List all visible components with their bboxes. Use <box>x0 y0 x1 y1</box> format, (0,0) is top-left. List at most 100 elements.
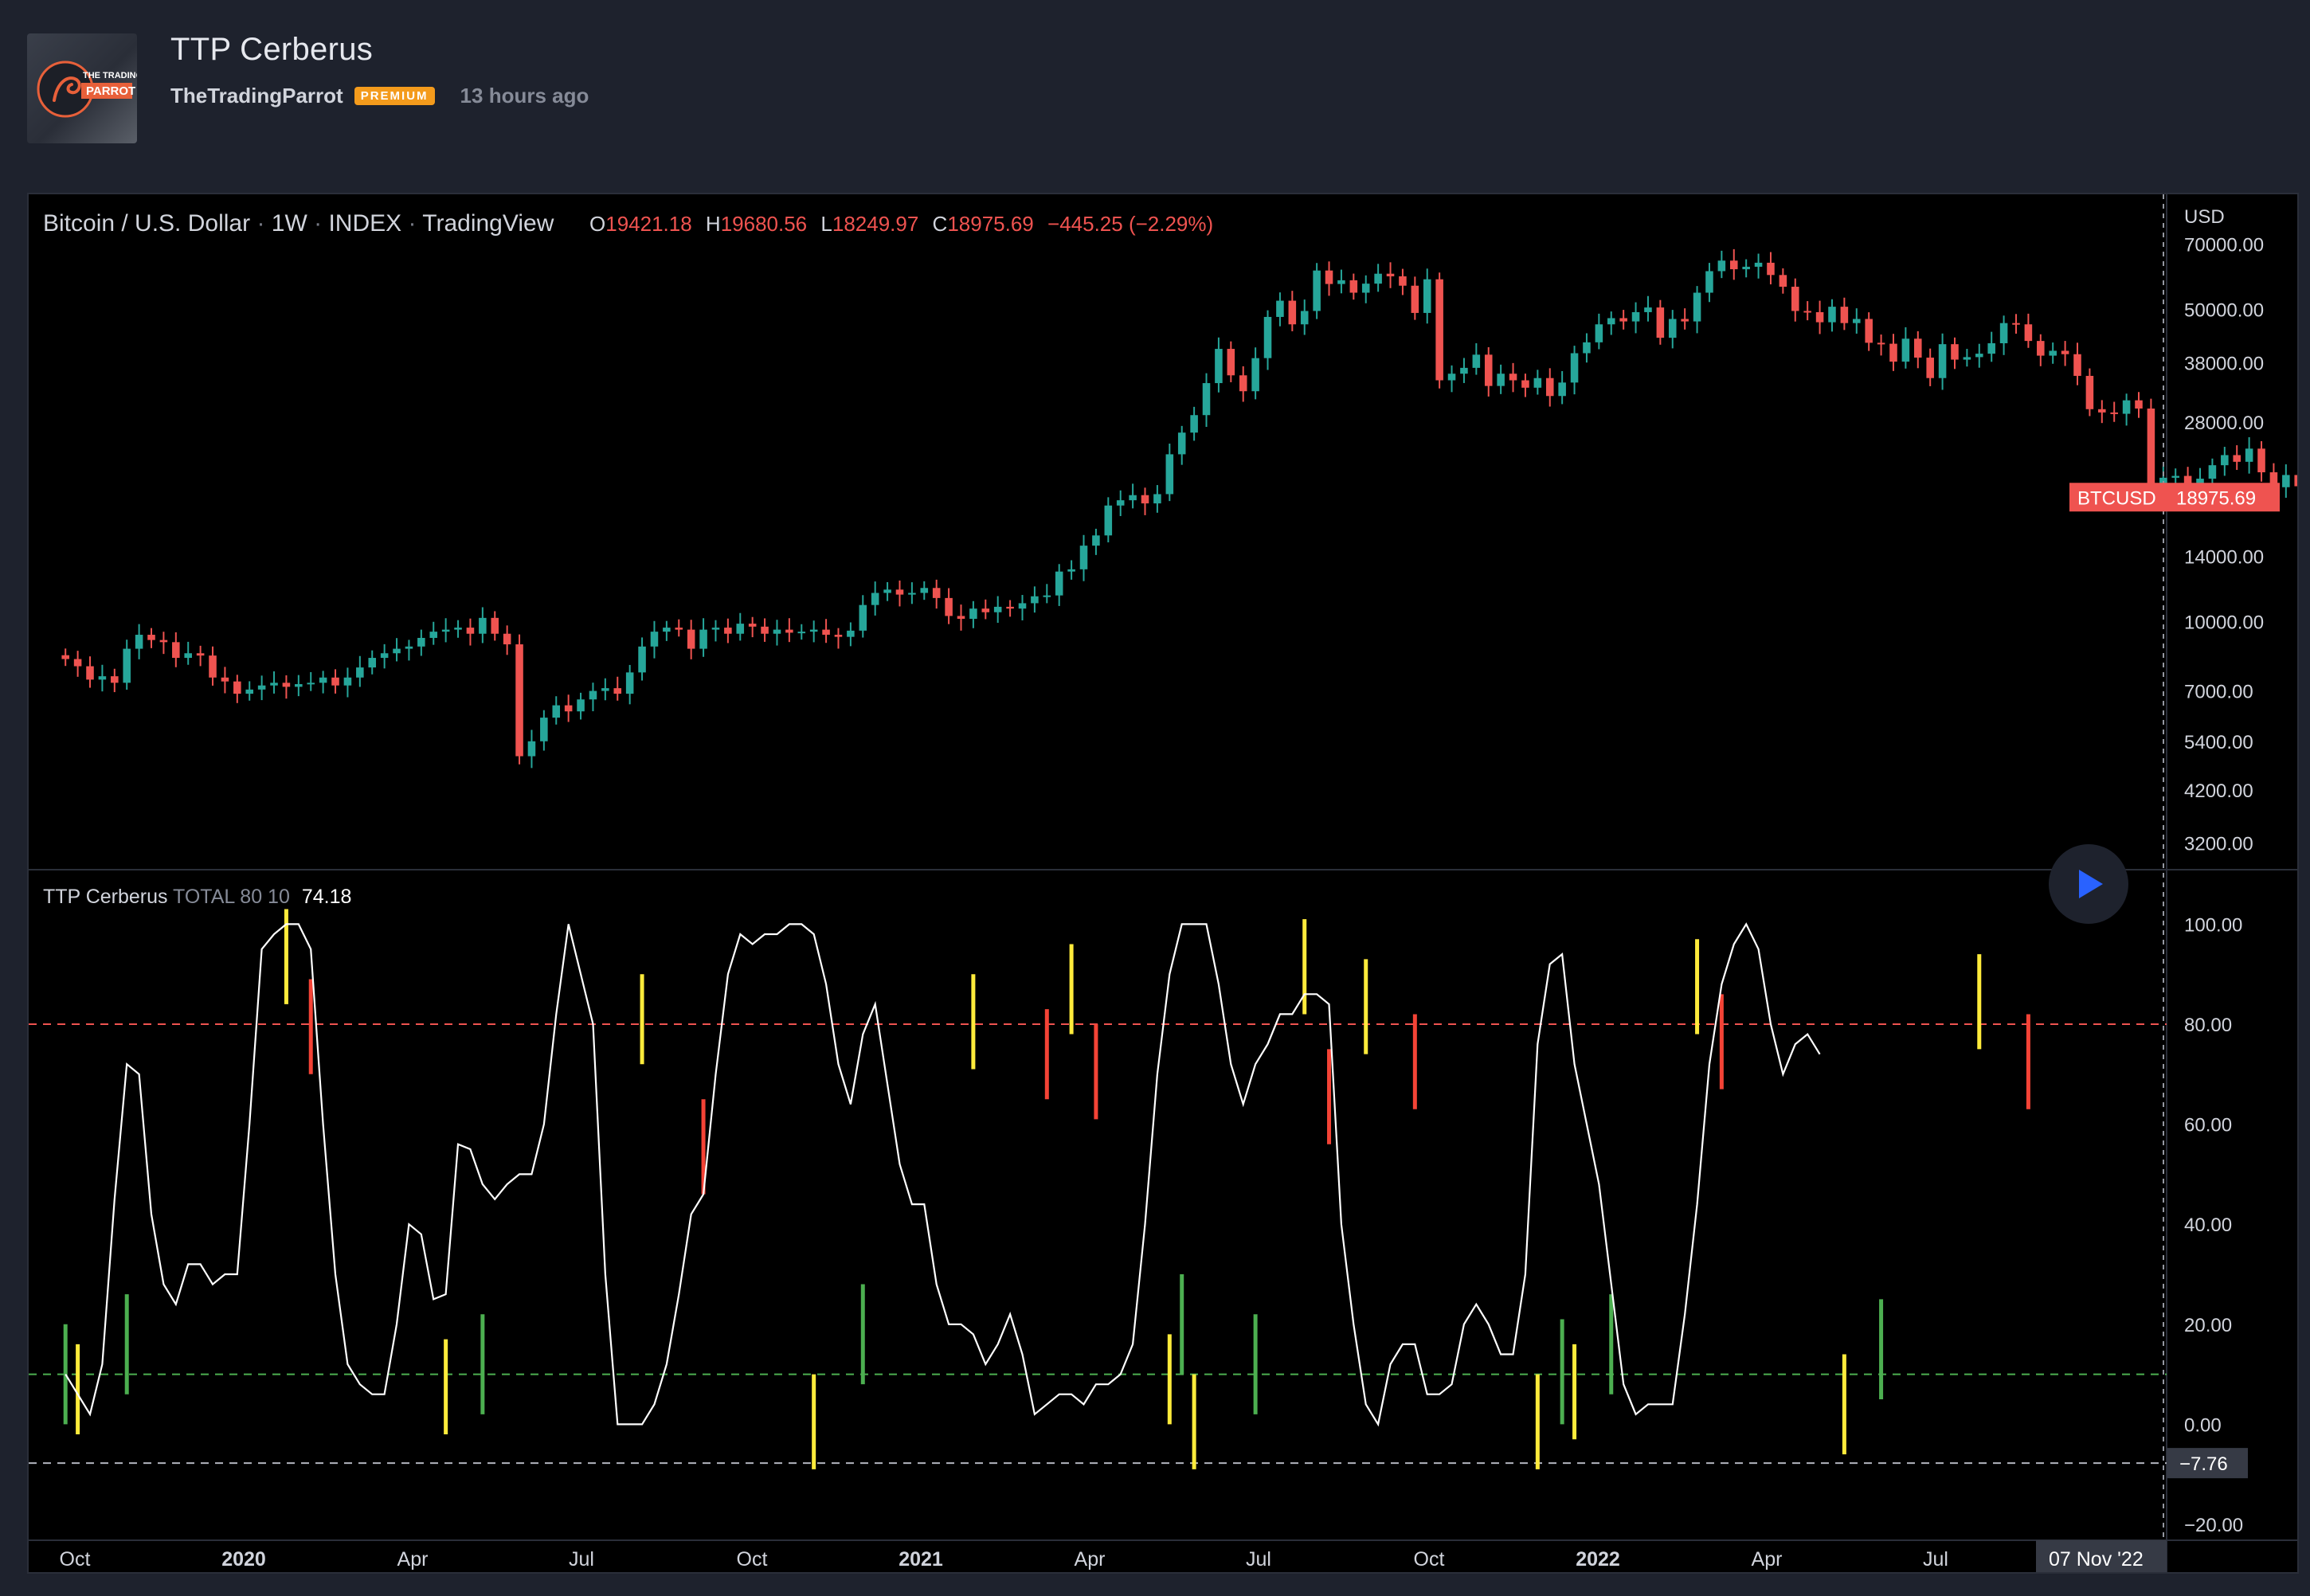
candle-body[interactable] <box>1141 495 1149 504</box>
candle-body[interactable] <box>601 688 609 691</box>
candle-body[interactable] <box>466 628 475 634</box>
oscillator-line[interactable] <box>65 922 1821 1427</box>
candle-body[interactable] <box>479 617 487 634</box>
candle-body[interactable] <box>1411 285 1419 313</box>
candle-body[interactable] <box>748 624 757 627</box>
candle-body[interactable] <box>1423 279 1431 313</box>
candle-body[interactable] <box>123 648 131 683</box>
candle-body[interactable] <box>871 593 879 605</box>
candle-body[interactable] <box>1693 292 1701 322</box>
candle-body[interactable] <box>1705 271 1713 293</box>
candle-body[interactable] <box>785 629 793 633</box>
candle-body[interactable] <box>209 655 217 678</box>
candle-body[interactable] <box>2110 412 2118 414</box>
candle-body[interactable] <box>1018 603 1027 609</box>
indicator-legend[interactable]: TTP Cerberus TOTAL 80 10 74.18 <box>43 886 351 908</box>
candle-body[interactable] <box>834 635 843 637</box>
candle-body[interactable] <box>515 644 523 757</box>
candle-body[interactable] <box>1901 338 1910 362</box>
candle-body[interactable] <box>1386 273 1395 276</box>
candle-body[interactable] <box>2122 400 2131 414</box>
candle-body[interactable] <box>859 604 867 631</box>
candle-body[interactable] <box>2061 350 2069 354</box>
candle-body[interactable] <box>527 741 536 757</box>
candle-body[interactable] <box>1791 287 1799 311</box>
candle-body[interactable] <box>1619 318 1627 322</box>
candle-body[interactable] <box>1779 275 1787 288</box>
candle-body[interactable] <box>1153 494 1161 504</box>
candle-body[interactable] <box>761 626 769 634</box>
candle-body[interactable] <box>393 648 401 654</box>
candle-body[interactable] <box>577 699 585 712</box>
candle-body[interactable] <box>2073 354 2081 376</box>
candle-body[interactable] <box>1288 300 1297 325</box>
candle-body[interactable] <box>1803 311 1811 313</box>
candle-body[interactable] <box>1263 316 1272 358</box>
candle-body[interactable] <box>1754 262 1763 267</box>
candle-body[interactable] <box>1055 571 1063 596</box>
candle-body[interactable] <box>895 589 904 595</box>
candle-body[interactable] <box>1472 354 1481 368</box>
candle-body[interactable] <box>957 616 965 620</box>
candle-body[interactable] <box>491 617 499 634</box>
candle-body[interactable] <box>1092 535 1100 546</box>
candle-body[interactable] <box>1521 380 1529 388</box>
candle-body[interactable] <box>196 653 205 656</box>
candle-body[interactable] <box>356 667 364 678</box>
replay-play-button[interactable] <box>2049 844 2128 924</box>
candle-body[interactable] <box>1484 354 1493 386</box>
candle-body[interactable] <box>1999 323 2008 343</box>
candle-body[interactable] <box>1129 495 1137 501</box>
candle-body[interactable] <box>1729 260 1738 270</box>
chart-canvas[interactable]: Bitcoin / U.S. Dollar · 1W · INDEX · Tra… <box>29 194 2297 1572</box>
candle-body[interactable] <box>184 653 192 659</box>
candle-body[interactable] <box>663 628 671 632</box>
candle-body[interactable] <box>1190 415 1198 433</box>
candle-body[interactable] <box>1460 367 1468 374</box>
candle-body[interactable] <box>540 718 548 741</box>
candle-body[interactable] <box>1951 344 1959 360</box>
candle-body[interactable] <box>1447 374 1456 381</box>
candle-body[interactable] <box>797 632 806 634</box>
candle-body[interactable] <box>380 653 389 659</box>
candle-body[interactable] <box>883 589 891 593</box>
candle-body[interactable] <box>2085 375 2094 409</box>
candle-body[interactable] <box>172 642 180 659</box>
indicator-axis[interactable]: 100.00 80.00 60.00 40.00 20.00 0.00 −20.00 <box>2184 914 2243 1536</box>
candle-body[interactable] <box>920 588 929 593</box>
candle-body[interactable] <box>295 684 303 687</box>
candle-body[interactable] <box>1828 307 1836 323</box>
candle-body[interactable] <box>441 629 450 632</box>
candle-body[interactable] <box>1840 307 1849 323</box>
candle-body[interactable] <box>981 608 990 612</box>
candle-body[interactable] <box>2294 475 2297 487</box>
candle-body[interactable] <box>270 683 278 686</box>
candle-body[interactable] <box>1558 382 1566 397</box>
candle-body[interactable] <box>2171 475 2179 478</box>
candle-body[interactable] <box>969 608 977 620</box>
candle-body[interactable] <box>98 676 107 680</box>
candle-body[interactable] <box>135 635 143 649</box>
candle-body[interactable] <box>245 689 253 694</box>
candle-body[interactable] <box>1681 319 1689 322</box>
candle-body[interactable] <box>993 606 1002 612</box>
candle-body[interactable] <box>307 683 315 685</box>
candle-body[interactable] <box>2183 475 2192 486</box>
candle-body[interactable] <box>1031 596 1039 604</box>
candle-body[interactable] <box>1202 383 1211 416</box>
candle-body[interactable] <box>2147 408 2155 490</box>
candle-body[interactable] <box>2221 455 2229 466</box>
candle-body[interactable] <box>1215 349 1223 384</box>
candle-body[interactable] <box>1767 262 1775 276</box>
candle-body[interactable] <box>1239 375 1247 392</box>
candle-body[interactable] <box>625 672 634 694</box>
candle-body[interactable] <box>1545 377 1554 397</box>
candle-body[interactable] <box>1656 307 1665 338</box>
candle-body[interactable] <box>86 666 94 680</box>
candle-body[interactable] <box>1644 307 1652 312</box>
candle-body[interactable] <box>1251 358 1259 392</box>
candle-body[interactable] <box>1497 374 1505 386</box>
candle-body[interactable] <box>1399 276 1407 286</box>
candle-body[interactable] <box>2282 475 2290 487</box>
candle-body[interactable] <box>1435 279 1443 381</box>
